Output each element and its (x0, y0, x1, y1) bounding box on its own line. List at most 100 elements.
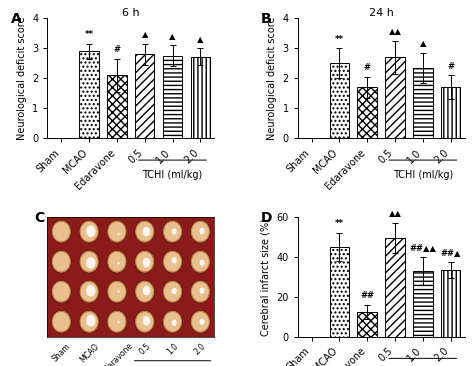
Text: 0.5: 0.5 (137, 341, 152, 356)
Text: ▲▲: ▲▲ (389, 27, 401, 36)
Bar (413, 68, 433, 138)
Text: MCAO: MCAO (78, 341, 100, 364)
Ellipse shape (192, 282, 209, 301)
Ellipse shape (191, 310, 210, 333)
Ellipse shape (107, 220, 127, 243)
Ellipse shape (86, 315, 95, 326)
Text: #: # (364, 63, 371, 72)
Text: 1.0: 1.0 (165, 341, 180, 356)
Text: **: ** (335, 34, 344, 44)
Ellipse shape (118, 321, 119, 323)
Text: ▲: ▲ (169, 31, 176, 41)
Bar (357, 312, 377, 337)
Ellipse shape (200, 228, 205, 234)
Ellipse shape (135, 310, 155, 333)
Bar (163, 56, 182, 138)
Ellipse shape (109, 252, 126, 271)
Text: C: C (34, 210, 44, 225)
Bar (79, 51, 99, 138)
Text: ▲: ▲ (141, 30, 148, 39)
Ellipse shape (164, 282, 181, 301)
Text: Edaravone: Edaravone (99, 341, 135, 366)
Ellipse shape (86, 225, 95, 237)
Text: ##▲▲: ##▲▲ (410, 243, 436, 252)
Ellipse shape (53, 222, 70, 241)
Text: #: # (113, 45, 120, 54)
Ellipse shape (51, 250, 71, 273)
Ellipse shape (81, 282, 98, 301)
Y-axis label: Neurological deficit score: Neurological deficit score (17, 16, 27, 140)
Bar (357, 87, 377, 138)
Ellipse shape (135, 280, 155, 303)
Ellipse shape (53, 282, 70, 301)
Ellipse shape (135, 220, 155, 243)
Ellipse shape (191, 280, 210, 303)
Text: 2.0: 2.0 (193, 341, 208, 356)
Ellipse shape (107, 310, 127, 333)
Ellipse shape (143, 227, 150, 236)
Ellipse shape (164, 252, 181, 271)
Ellipse shape (51, 280, 71, 303)
Ellipse shape (200, 259, 205, 266)
Title: 24 h: 24 h (369, 8, 393, 18)
Bar (441, 87, 460, 138)
Ellipse shape (192, 312, 209, 331)
Ellipse shape (192, 222, 209, 241)
Ellipse shape (86, 285, 95, 296)
Ellipse shape (118, 233, 119, 235)
Text: TCHI (ml/kg): TCHI (ml/kg) (142, 170, 203, 180)
Ellipse shape (136, 312, 153, 331)
Ellipse shape (192, 252, 209, 271)
Ellipse shape (79, 310, 99, 333)
Ellipse shape (135, 250, 155, 273)
Ellipse shape (163, 220, 182, 243)
Bar (329, 63, 349, 138)
Y-axis label: Neurological deficit score: Neurological deficit score (267, 16, 277, 140)
Ellipse shape (191, 250, 210, 273)
Ellipse shape (172, 257, 177, 264)
Bar (441, 270, 460, 337)
Text: ##: ## (360, 291, 374, 300)
Text: **: ** (335, 219, 344, 228)
Ellipse shape (200, 318, 205, 325)
Bar (385, 57, 405, 138)
Text: TCHI (ml/kg): TCHI (ml/kg) (392, 170, 453, 180)
Ellipse shape (81, 222, 98, 241)
Ellipse shape (164, 222, 181, 241)
Title: 6 h: 6 h (122, 8, 140, 18)
Ellipse shape (107, 250, 127, 273)
Ellipse shape (163, 250, 182, 273)
Text: ##▲: ##▲ (440, 248, 461, 257)
Ellipse shape (53, 252, 70, 271)
Text: ▲: ▲ (197, 34, 204, 44)
Ellipse shape (163, 310, 182, 333)
Ellipse shape (79, 250, 99, 273)
Ellipse shape (109, 282, 126, 301)
Ellipse shape (118, 290, 119, 293)
Text: ▲: ▲ (419, 39, 426, 48)
Ellipse shape (172, 228, 177, 235)
Ellipse shape (143, 286, 150, 295)
Text: Sham: Sham (50, 341, 72, 363)
Ellipse shape (109, 222, 126, 241)
Text: A: A (11, 12, 21, 26)
Text: #: # (447, 61, 454, 71)
Ellipse shape (200, 287, 205, 294)
Ellipse shape (118, 262, 119, 265)
Text: B: B (261, 12, 272, 26)
Bar (107, 75, 127, 138)
Bar (329, 247, 349, 337)
Text: D: D (261, 210, 273, 225)
Ellipse shape (191, 220, 210, 243)
Ellipse shape (136, 282, 153, 301)
Ellipse shape (107, 280, 127, 303)
Ellipse shape (164, 312, 181, 331)
Bar (191, 57, 210, 138)
Ellipse shape (172, 320, 177, 326)
Bar (135, 54, 155, 138)
Ellipse shape (163, 280, 182, 303)
Ellipse shape (81, 312, 98, 331)
Ellipse shape (51, 220, 71, 243)
Ellipse shape (51, 310, 71, 333)
Y-axis label: Cerebral infarct size (%): Cerebral infarct size (%) (261, 218, 271, 336)
